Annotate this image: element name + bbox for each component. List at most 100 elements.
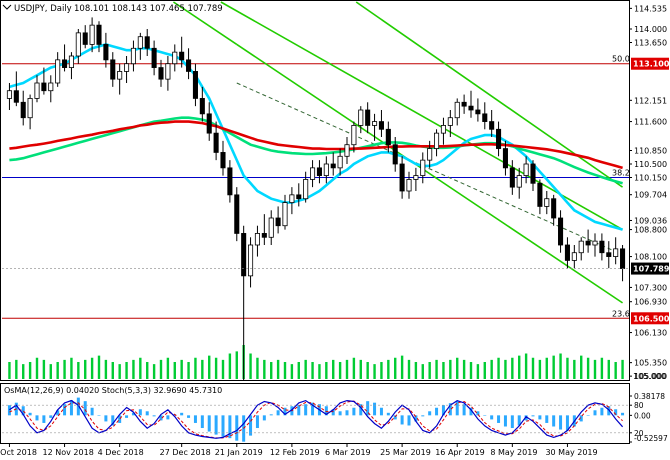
volume-bar [104,359,108,379]
candle-body [75,32,81,57]
volume-bar [338,362,342,379]
osma-bar [207,415,211,432]
candle-body [523,163,529,176]
osma-bar [565,415,569,431]
osma-bar [138,409,142,416]
y-tick-label: 111.600 [634,118,667,127]
candle-body [41,82,47,92]
candle [151,40,157,76]
indicator-y-label: 80 [634,401,644,410]
volume-bar [511,357,514,379]
volume-bar [614,362,617,379]
candle-body [461,101,467,107]
candle-body [564,244,570,261]
osma-bar [97,415,101,416]
candle [337,148,343,176]
volume-bar [545,357,548,379]
candle [378,110,384,137]
osma-bar [235,415,239,441]
volume-bar [263,359,266,379]
candle [89,17,95,53]
osma-bar [400,415,404,425]
candle-body [406,179,412,192]
osma-bar [600,407,604,416]
volume-bar [159,359,163,379]
candle-body [620,248,626,269]
candle-body [96,24,102,45]
osma-bar [7,405,11,416]
osma-bar [76,397,80,416]
volume-bar [311,362,314,379]
price-tag-bg [631,262,669,275]
candle [310,160,316,188]
volume-bar [518,355,521,379]
candle-body [613,248,619,257]
osma-bar [221,415,225,437]
volume-bar [249,353,252,379]
level-price-label: 113.100 [633,60,670,69]
candle [351,121,357,153]
level-lines: 50.0 38.2 23.6 [2,55,630,319]
candle [447,110,453,137]
candle [241,225,247,380]
channel-line [236,43,624,304]
volume-layer: 105.000 [8,345,666,381]
candle [344,137,350,164]
volume-bar [366,362,369,379]
volume-bar [84,359,87,379]
candle-body [372,121,378,126]
candle [516,167,522,199]
y-tick-label: 113.650 [634,39,667,48]
candle [558,210,564,253]
candle [55,52,61,87]
candle-body [13,90,19,103]
osma-bar [200,415,204,429]
candle [365,102,371,134]
volume-bar [586,357,590,379]
osma-bar [393,415,397,420]
osma-bar [545,415,549,423]
osma-bar [448,403,452,416]
candle-body [289,194,295,203]
candle-body [241,233,247,277]
candle [34,75,40,103]
candle [475,98,481,122]
osma-bar [304,404,308,416]
chevron-down-icon[interactable] [2,4,12,10]
candle-body [365,109,371,126]
fib-level-label: 23.6 [612,309,630,318]
volume-bar [318,364,321,379]
osma-bar [510,415,514,429]
candle-body [172,51,178,65]
volume-bar [593,359,597,379]
volume-bar [380,362,383,379]
fib-level-label: 38.2 [612,169,630,178]
ohlc-readout: 108.101 108.143 107.465 107.789 [74,4,223,14]
candle-body [447,117,453,126]
candle [489,110,495,137]
candle [27,94,33,130]
candle-body [310,167,316,180]
volume-bar [270,362,273,379]
candle [124,56,130,83]
candle-body [413,175,419,180]
candle [399,156,405,199]
volume-bar [400,355,404,379]
candle [6,83,12,110]
candle-body [434,132,440,149]
osma-bar [83,401,87,416]
x-tick-label: 25 Mar 2019 [380,448,431,457]
candle-body [234,194,240,234]
candle-body [227,167,233,196]
candle-body [351,125,357,146]
candle [578,237,584,261]
candle-body [337,155,343,169]
candle-body [578,240,584,254]
volume-bar [414,362,418,379]
candle-body [261,233,267,238]
volume-bar [607,359,610,379]
candle-body [482,113,488,122]
osma-bar [483,415,487,416]
osma-bar [414,415,418,422]
